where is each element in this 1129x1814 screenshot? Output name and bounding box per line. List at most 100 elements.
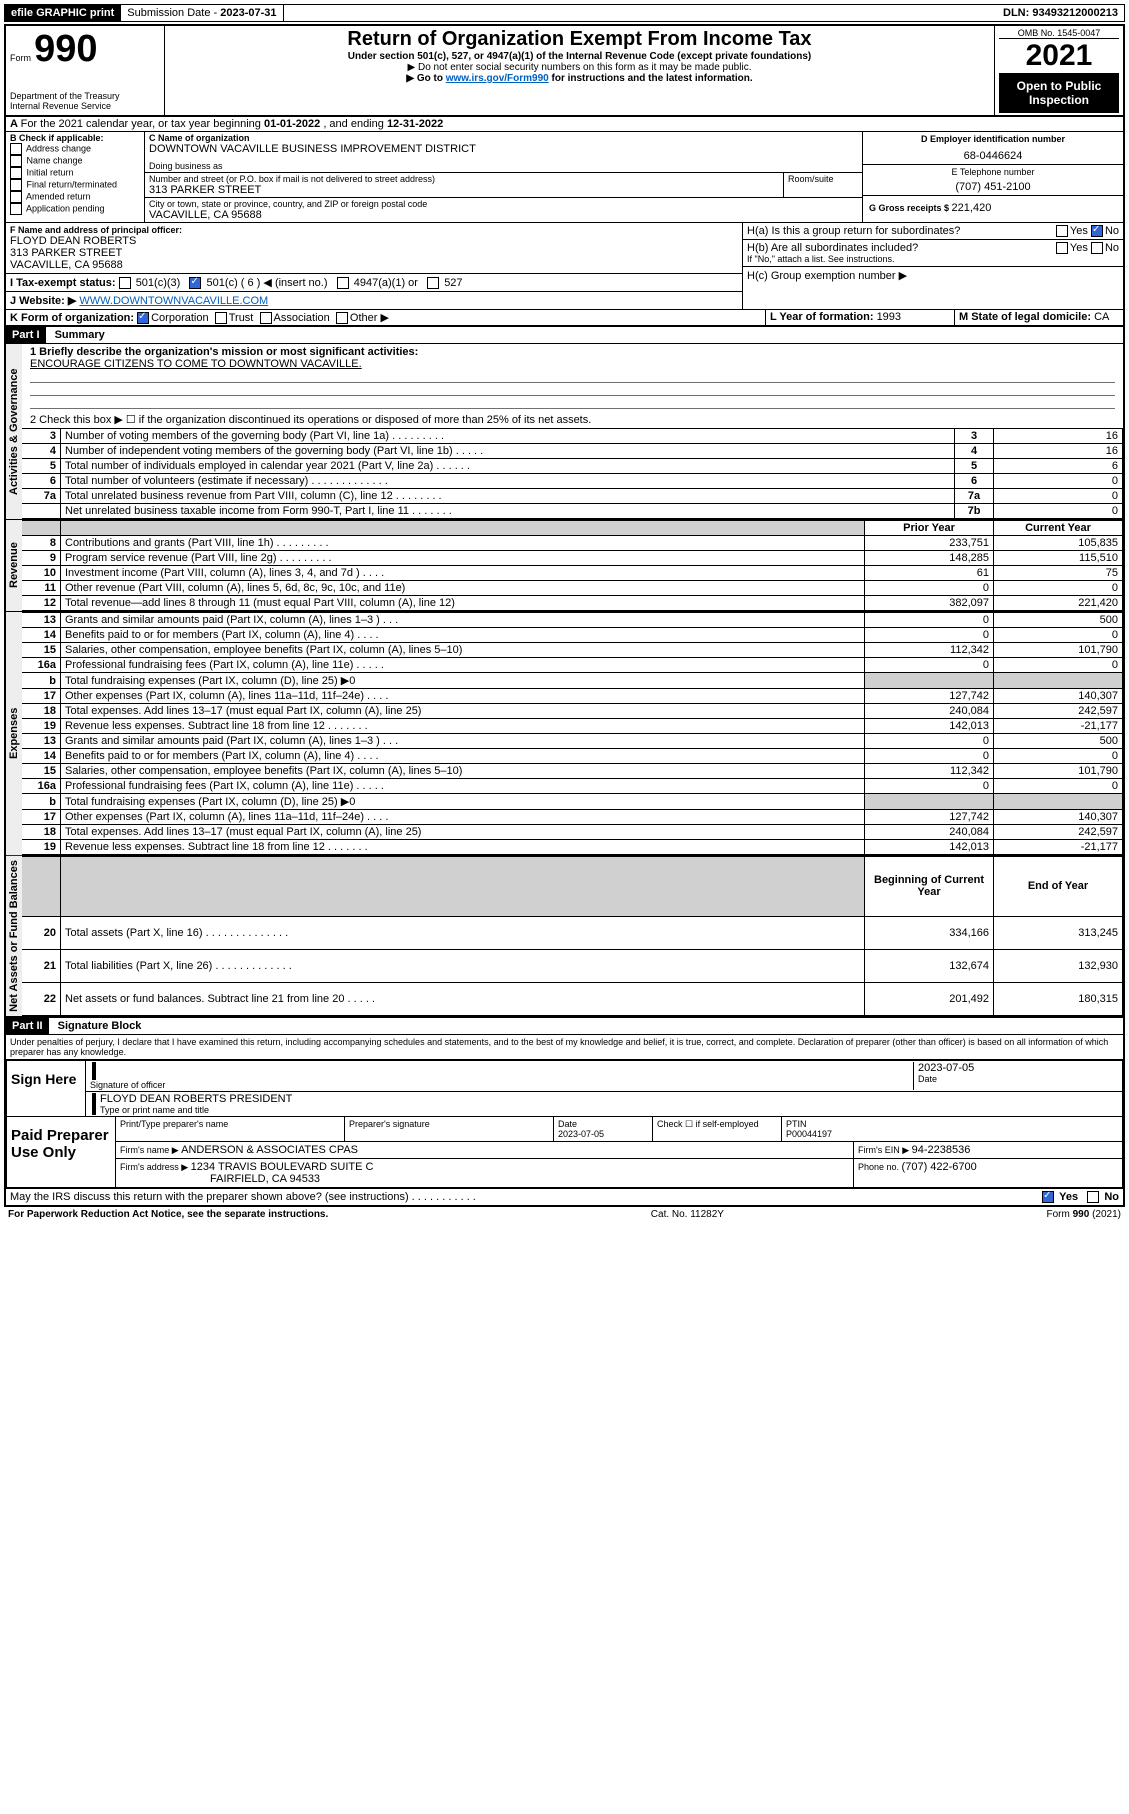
dept-treasury: Department of the Treasury: [10, 91, 160, 101]
b-checkbox-item[interactable]: Application pending: [10, 203, 140, 215]
section-b-to-g: B Check if applicable: Address change Na…: [6, 132, 1123, 223]
sig-date: 2023-07-05: [918, 1062, 1118, 1074]
table-row: 15Salaries, other compensation, employee…: [22, 764, 1123, 779]
firm-addr2: FAIRFIELD, CA 94533: [120, 1173, 849, 1185]
table-row: 14Benefits paid to or for members (Part …: [22, 749, 1123, 764]
b-checkbox-item[interactable]: Amended return: [10, 191, 140, 203]
part1-title: Summary: [49, 327, 111, 343]
table-row: 13Grants and similar amounts paid (Part …: [22, 734, 1123, 749]
k-trust[interactable]: [215, 312, 227, 324]
governance-table: 3Number of voting members of the governi…: [22, 428, 1123, 519]
note-goto: ▶ Go to www.irs.gov/Form990 for instruct…: [169, 73, 990, 84]
form-subtitle: Under section 501(c), 527, or 4947(a)(1)…: [169, 51, 990, 62]
k-assoc[interactable]: [260, 312, 272, 324]
table-row: 16aProfessional fundraising fees (Part I…: [22, 658, 1123, 673]
table-row: 22Net assets or fund balances. Subtract …: [22, 982, 1123, 1015]
g-label: G Gross receipts $: [869, 203, 952, 213]
table-row: Net unrelated business taxable income fr…: [22, 504, 1123, 519]
firm-addr: 1234 TRAVIS BOULEVARD SUITE C: [191, 1161, 374, 1173]
b-checkbox-item[interactable]: Final return/terminated: [10, 179, 140, 191]
e-phone: (707) 451-2100: [869, 181, 1117, 193]
dln-label: DLN:: [1003, 7, 1032, 19]
checkbox-4947[interactable]: [337, 277, 349, 289]
c-org-name: DOWNTOWN VACAVILLE BUSINESS IMPROVEMENT …: [149, 143, 858, 155]
sign-here-label: Sign Here: [7, 1061, 86, 1116]
c-addr: 313 PARKER STREET: [149, 184, 779, 196]
table-row: 8Contributions and grants (Part VIII, li…: [22, 536, 1123, 551]
b-checkbox-item[interactable]: Name change: [10, 155, 140, 167]
dln-cell: DLN: 93493212000213: [997, 5, 1124, 21]
part2-badge: Part II: [6, 1018, 49, 1034]
cat-no: Cat. No. 11282Y: [651, 1209, 724, 1220]
tax-year: 2021: [999, 39, 1119, 73]
table-row: bTotal fundraising expenses (Part IX, co…: [22, 794, 1123, 810]
c-city-label: City or town, state or province, country…: [149, 199, 858, 209]
table-row: 5Total number of individuals employed in…: [22, 459, 1123, 474]
submission-date: 2023-07-31: [220, 7, 276, 19]
h-b: H(b) Are all subordinates included? Yes …: [743, 240, 1123, 267]
irs-label: Internal Revenue Service: [10, 101, 160, 111]
part1-badge: Part I: [6, 327, 46, 343]
section-revenue: Revenue Prior YearCurrent Year8Contribut…: [6, 520, 1123, 612]
col-deg: D Employer identification number 68-0446…: [863, 132, 1123, 222]
ha-no[interactable]: [1091, 225, 1103, 237]
efile-print-button[interactable]: efile GRAPHIC print: [5, 5, 121, 21]
net-table: Beginning of Current YearEnd of Year20To…: [22, 856, 1123, 1016]
row-i: I Tax-exempt status: 501(c)(3) 501(c) ( …: [6, 274, 742, 292]
part2-title: Signature Block: [52, 1018, 148, 1034]
prep-date: 2023-07-05: [558, 1129, 648, 1139]
checkbox-501c[interactable]: [189, 277, 201, 289]
sig-officer-label: Signature of officer: [90, 1080, 913, 1090]
table-header-row: Prior YearCurrent Year: [22, 521, 1123, 536]
type-name-label: Type or print name and title: [100, 1105, 292, 1115]
discuss-no-cb[interactable]: [1087, 1191, 1099, 1203]
q1-label: 1 Briefly describe the organization's mi…: [30, 346, 1115, 358]
b-checkbox-item[interactable]: Address change: [10, 143, 140, 155]
website-link[interactable]: WWW.DOWNTOWNVACAVILLE.COM: [79, 295, 268, 307]
col-c: C Name of organization DOWNTOWN VACAVILL…: [145, 132, 863, 222]
part1-header-row: Part I Summary: [6, 327, 1123, 344]
c-dba-label: Doing business as: [149, 161, 858, 171]
b-checkbox-item[interactable]: Initial return: [10, 167, 140, 179]
table-row: 12Total revenue—add lines 8 through 11 (…: [22, 596, 1123, 611]
ptin-label: PTIN: [786, 1119, 1118, 1129]
e-label: E Telephone number: [869, 167, 1117, 177]
form-id-cell: Form 990 Department of the Treasury Inte…: [6, 26, 165, 115]
hb-no[interactable]: [1091, 242, 1103, 254]
prep-date-label: Date: [558, 1119, 648, 1129]
vert-net: Net Assets or Fund Balances: [6, 856, 22, 1016]
discuss-yes-cb[interactable]: [1042, 1191, 1054, 1203]
sig-date-label: Date: [918, 1074, 1118, 1084]
hb-yes[interactable]: [1056, 242, 1068, 254]
vert-governance: Activities & Governance: [6, 344, 22, 519]
h-c: H(c) Group exemption number ▶: [743, 267, 1123, 284]
k-other[interactable]: [336, 312, 348, 324]
top-bar: efile GRAPHIC print Submission Date - 20…: [4, 4, 1125, 22]
table-row: 19Revenue less expenses. Subtract line 1…: [22, 840, 1123, 855]
discuss-row: May the IRS discuss this return with the…: [6, 1188, 1123, 1205]
checkbox-501c3[interactable]: [119, 277, 131, 289]
firm-name: ANDERSON & ASSOCIATES CPAS: [181, 1144, 358, 1156]
section-f-h: F Name and address of principal officer:…: [6, 223, 1123, 310]
checkbox-527[interactable]: [427, 277, 439, 289]
k-corp[interactable]: [137, 312, 149, 324]
dln-value: 93493212000213: [1032, 7, 1118, 19]
table-row: 4Number of independent voting members of…: [22, 444, 1123, 459]
ha-yes[interactable]: [1056, 225, 1068, 237]
table-row: 18Total expenses. Add lines 13–17 (must …: [22, 825, 1123, 840]
submission-label: Submission Date -: [127, 7, 220, 19]
table-row: 13Grants and similar amounts paid (Part …: [22, 613, 1123, 628]
vert-revenue: Revenue: [6, 520, 22, 611]
part2-header-row: Part II Signature Block: [6, 1018, 1123, 1035]
table-row: 20Total assets (Part X, line 16) . . . .…: [22, 916, 1123, 949]
revenue-table: Prior YearCurrent Year8Contributions and…: [22, 520, 1123, 611]
form-no-footer: Form 990 (2021): [1047, 1209, 1121, 1220]
table-row: bTotal fundraising expenses (Part IX, co…: [22, 673, 1123, 689]
q2: 2 Check this box ▶ ☐ if the organization…: [22, 411, 1123, 428]
f-addr1: 313 PARKER STREET: [10, 247, 738, 259]
ptin-value: P00044197: [786, 1129, 1118, 1139]
form-title: Return of Organization Exempt From Incom…: [169, 28, 990, 51]
row-klm: K Form of organization: Corporation Trus…: [6, 310, 1123, 327]
f-name: FLOYD DEAN ROBERTS: [10, 235, 738, 247]
irs-link[interactable]: www.irs.gov/Form990: [446, 73, 549, 84]
